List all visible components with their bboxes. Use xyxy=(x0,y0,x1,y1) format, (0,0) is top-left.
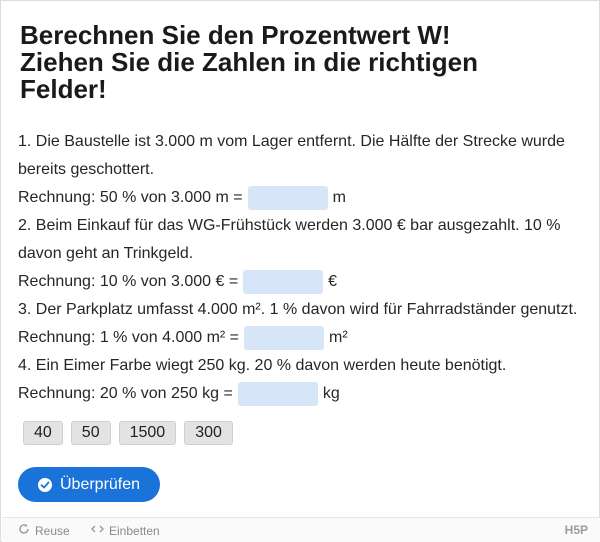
task-1-text-line-1: 1. Die Baustelle ist 3.000 m vom Lager e… xyxy=(18,133,565,150)
draggable-1500[interactable]: 1500 xyxy=(118,421,177,445)
reuse-button[interactable]: Reuse xyxy=(18,523,70,538)
title-line-2: Ziehen Sie die Zahlen in die richtigen xyxy=(20,47,478,77)
embed-label: Einbetten xyxy=(109,523,160,538)
task-2-calculation: Rechnung: 10 % von 3.000 € = € xyxy=(18,268,588,296)
task-3-calc-prefix: Rechnung: 1 % von 4.000 m² = xyxy=(18,329,240,346)
task-3-calculation: Rechnung: 1 % von 4.000 m² = m² xyxy=(18,324,588,352)
task-4-unit: kg xyxy=(322,385,340,402)
embed-button[interactable]: Einbetten xyxy=(91,523,160,538)
title-line-1: Berechnen Sie den Prozentwert W! xyxy=(20,20,451,50)
task-2-text-line-2: davon geht an Trinkgeld. xyxy=(18,245,194,262)
task-3-unit: m² xyxy=(329,329,348,346)
reuse-icon xyxy=(18,523,30,538)
draggable-300[interactable]: 300 xyxy=(184,421,233,445)
task-1-calculation: Rechnung: 50 % von 3.000 m = m xyxy=(18,184,588,212)
check-button-label: Überprüfen xyxy=(60,475,141,493)
task-2-text-line-1: 2. Beim Einkauf für das WG-Frühstück wer… xyxy=(18,217,561,234)
check-button[interactable]: Überprüfen xyxy=(18,467,160,502)
draggable-pool: 40 50 1500 300 xyxy=(23,421,233,445)
task-4-text-line-1: 4. Ein Eimer Farbe wiegt 250 kg. 20 % da… xyxy=(18,357,507,374)
check-circle-icon xyxy=(38,477,52,492)
embed-icon xyxy=(91,523,104,538)
title-line-3: Felder! xyxy=(20,74,107,104)
task-4-calculation: Rechnung: 20 % von 250 kg = kg xyxy=(18,380,588,408)
footer-bar: Reuse Einbetten H5P xyxy=(2,517,600,542)
task-4-calc-prefix: Rechnung: 20 % von 250 kg = xyxy=(18,385,233,402)
h5p-logo[interactable]: H5P xyxy=(564,523,588,537)
task-3-text-line-1: 3. Der Parkplatz umfasst 4.000 m². 1 % d… xyxy=(18,301,578,318)
draggable-50[interactable]: 50 xyxy=(70,421,111,445)
task-2-calc-prefix: Rechnung: 10 % von 3.000 € = xyxy=(18,273,239,290)
task-2-unit: € xyxy=(328,273,338,290)
task-4-dropzone[interactable] xyxy=(237,382,318,406)
task-2-dropzone[interactable] xyxy=(243,270,324,294)
task-title: Berechnen Sie den Prozentwert W! Ziehen … xyxy=(20,22,580,103)
task-3-dropzone[interactable] xyxy=(244,326,325,350)
task-1-text-line-2: bereits geschottert. xyxy=(18,161,155,178)
task-1-dropzone[interactable] xyxy=(247,186,328,210)
task-content: 1. Die Baustelle ist 3.000 m vom Lager e… xyxy=(18,128,588,408)
task-1-unit: m xyxy=(332,189,346,206)
draggable-40[interactable]: 40 xyxy=(23,421,63,445)
task-1-calc-prefix: Rechnung: 50 % von 3.000 m = xyxy=(18,189,243,206)
reuse-label: Reuse xyxy=(35,523,70,538)
